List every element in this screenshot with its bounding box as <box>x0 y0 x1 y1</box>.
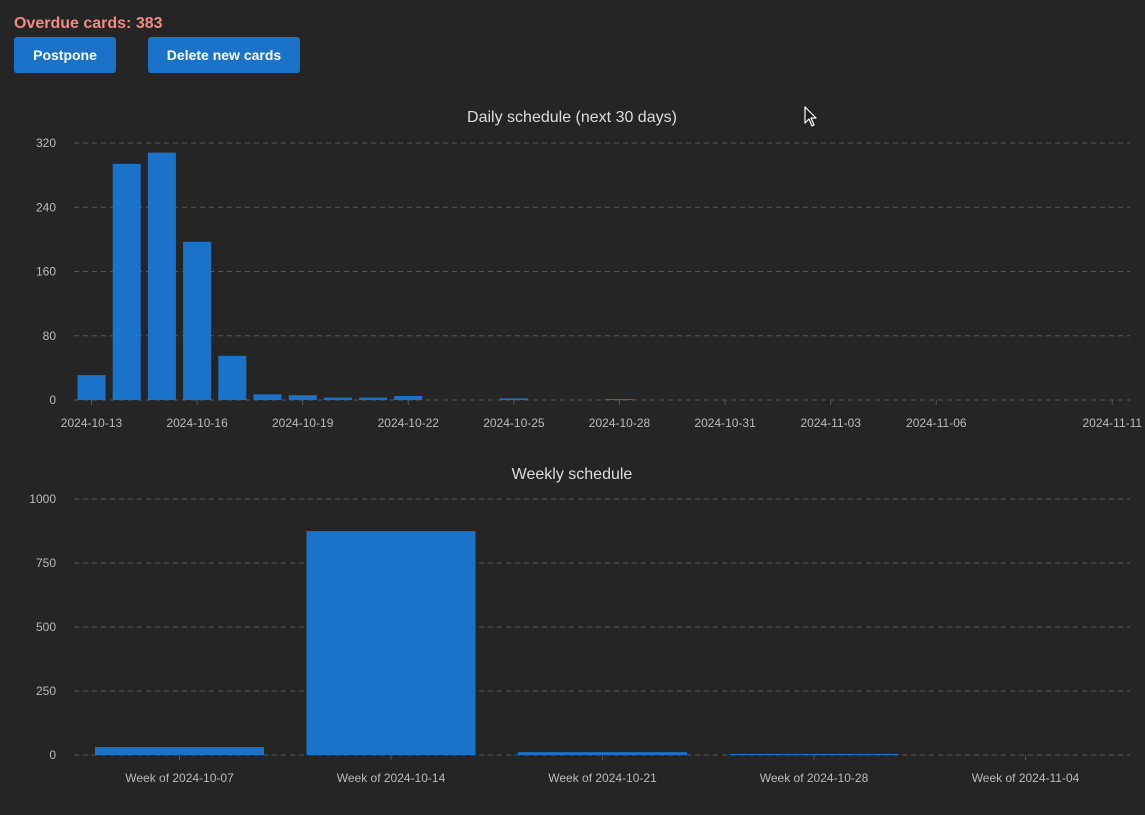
mouse-cursor-icon <box>804 106 817 127</box>
bar <box>95 747 264 755</box>
bar <box>499 398 528 400</box>
bar <box>183 241 212 400</box>
bar <box>306 531 476 755</box>
overdue-count: Overdue cards: 383 <box>14 15 163 32</box>
delete-new-cards-button[interactable]: Delete new cards <box>148 37 300 73</box>
chart-title: Daily schedule (next 30 days) <box>467 109 677 126</box>
y-tick-label: 240 <box>36 200 56 214</box>
bar <box>77 375 106 400</box>
x-tick-label: Week of 2024-10-07 <box>125 771 234 785</box>
y-tick-label: 320 <box>36 136 56 150</box>
bar <box>394 395 423 400</box>
bar <box>288 395 317 400</box>
bar <box>359 397 388 400</box>
x-tick-label: 2024-10-25 <box>483 416 545 430</box>
x-tick-label: Week of 2024-10-14 <box>337 771 446 785</box>
bar <box>253 394 282 400</box>
y-tick-label: 80 <box>43 329 57 343</box>
x-tick-label: 2024-11-06 <box>906 416 967 430</box>
y-tick-label: 250 <box>36 684 56 698</box>
bar <box>729 754 899 755</box>
daily-schedule-chart: Daily schedule (next 30 days) 0 80 160 240 32… <box>36 109 1142 430</box>
bar <box>112 163 141 400</box>
y-tick-label: 0 <box>49 748 56 762</box>
x-tick-label: 2024-11-11 <box>1082 416 1142 430</box>
bar <box>518 752 687 755</box>
bar <box>323 397 352 400</box>
bar <box>218 355 247 400</box>
x-tick-label: 2024-10-19 <box>272 416 334 430</box>
bar <box>605 399 634 400</box>
x-tick-label: 2024-10-22 <box>378 416 440 430</box>
chart-title: Weekly schedule <box>512 466 633 483</box>
x-tick-label: Week of 2024-11-04 <box>972 771 1080 785</box>
x-tick-label: Week of 2024-10-21 <box>548 771 657 785</box>
postpone-button[interactable]: Postpone <box>14 37 116 73</box>
x-tick-label: 2024-10-28 <box>589 416 651 430</box>
x-tick-label: 2024-10-13 <box>61 416 123 430</box>
x-tick-label: Week of 2024-10-28 <box>760 771 869 785</box>
y-tick-label: 1000 <box>29 492 56 506</box>
y-tick-label: 500 <box>36 620 56 634</box>
x-tick-label: 2024-10-16 <box>166 416 228 430</box>
x-tick-label: 2024-10-31 <box>694 416 756 430</box>
weekly-schedule-chart: Weekly schedule 0 250 500 750 1000 Week of 202… <box>29 466 1130 785</box>
y-tick-label: 0 <box>49 393 56 407</box>
bar <box>147 152 176 400</box>
y-tick-label: 750 <box>36 556 56 570</box>
y-tick-label: 160 <box>36 265 56 279</box>
x-tick-label: 2024-11-03 <box>800 416 861 430</box>
